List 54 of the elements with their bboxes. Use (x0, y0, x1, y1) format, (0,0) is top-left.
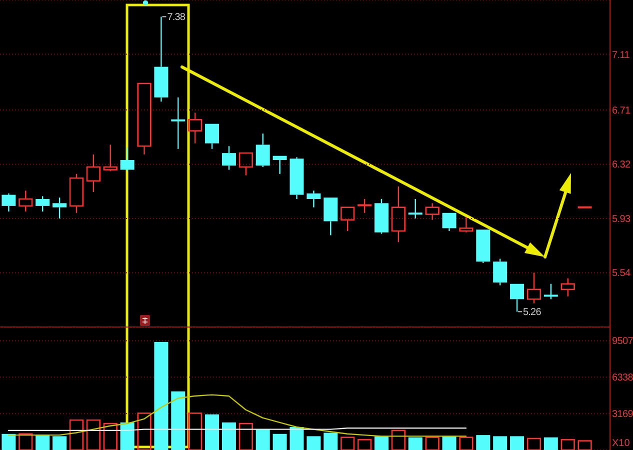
bar (340, 436, 355, 450)
bar (103, 422, 118, 450)
bar (171, 391, 186, 450)
bar (154, 342, 168, 450)
candlestick (154, 16, 168, 102)
bar (272, 434, 287, 450)
candlestick (425, 202, 440, 220)
bar (493, 436, 508, 450)
candlestick (86, 154, 100, 193)
bar (238, 422, 253, 450)
annotation: 7.38 (167, 12, 186, 24)
candlestick (391, 186, 406, 243)
y-tick-label: 7.11 (612, 50, 630, 61)
bar (256, 429, 270, 450)
bar (544, 437, 558, 450)
candlestick (290, 156, 304, 200)
bar (222, 422, 236, 450)
bar (324, 432, 338, 450)
bar (69, 419, 84, 450)
bar (188, 412, 202, 450)
bar (290, 427, 304, 450)
bar (205, 414, 220, 450)
y-tick-label: 6338 (612, 372, 633, 384)
y-tick-label: 6.32 (612, 160, 631, 171)
candlestick (306, 190, 321, 208)
bar (408, 437, 422, 450)
bar (306, 436, 321, 450)
bar (442, 436, 456, 450)
bar (120, 422, 134, 450)
bar (459, 436, 474, 450)
bar (357, 439, 372, 450)
bar (18, 433, 33, 450)
annotation: 5.26 (523, 307, 542, 318)
bar (52, 436, 67, 450)
bar (476, 435, 490, 450)
bar (374, 436, 388, 450)
y-tick-label: 5.93 (612, 214, 631, 225)
bar (526, 438, 542, 450)
bar (2, 434, 16, 450)
bar (425, 436, 440, 450)
bar (86, 419, 100, 450)
y-tick-label: 6.71 (612, 105, 631, 116)
y-axis-title: X10 (612, 438, 630, 449)
line-series (8, 394, 467, 437)
y-tick-label: 3169 (612, 409, 633, 420)
y-tick-label: 9507 (612, 336, 633, 348)
bar (137, 412, 152, 450)
bar (560, 439, 575, 450)
bar (578, 440, 592, 450)
y-tick-label: 5.54 (612, 268, 631, 280)
bar (391, 430, 406, 450)
candlestick (2, 192, 16, 212)
bar (36, 435, 50, 450)
bar (510, 436, 524, 450)
